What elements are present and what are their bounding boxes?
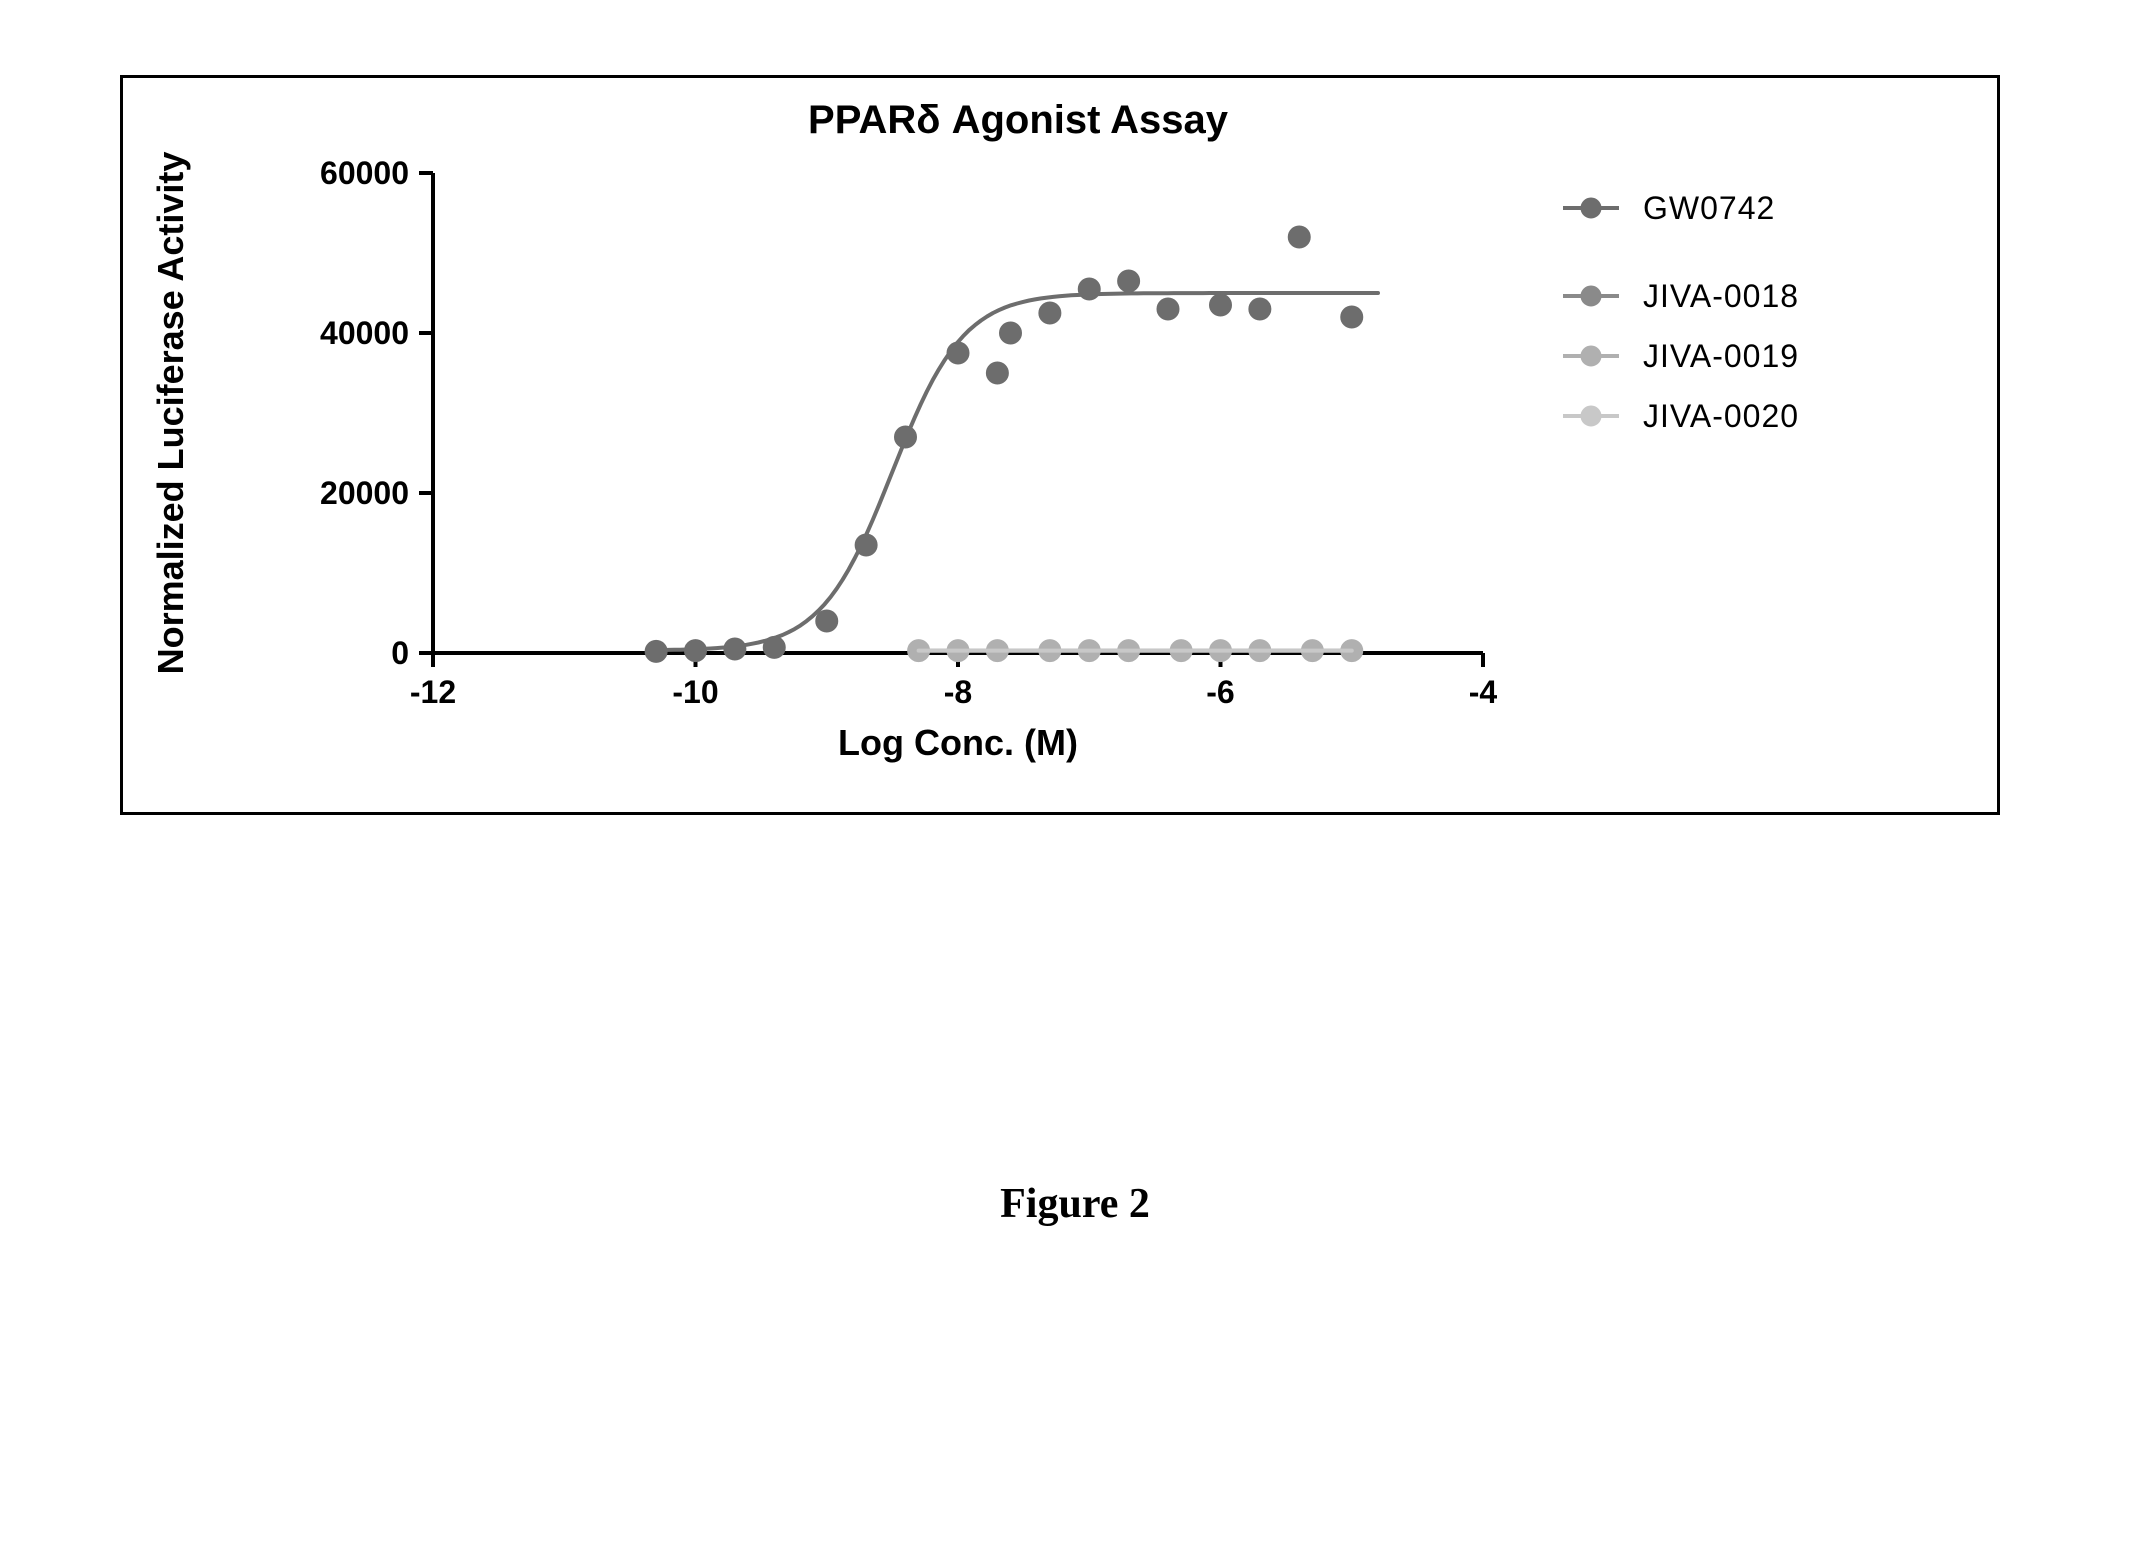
x-axis-label: Log Conc. (M)	[838, 722, 1078, 763]
chart-frame: PPARδ Agonist Assay 0 20000 40000 60000 -12 -1…	[120, 75, 2000, 815]
series-curve-GW0742	[656, 293, 1378, 650]
series-point-GW0742	[645, 640, 667, 662]
x-tick-label: -4	[1469, 674, 1498, 710]
page: PPARδ Agonist Assay 0 20000 40000 60000 -12 -1…	[0, 0, 2150, 1559]
series-point-GW0742	[895, 426, 917, 448]
legend-swatch-marker	[1581, 346, 1601, 366]
legend-label: JIVA-0019	[1643, 338, 1799, 374]
figure-caption: Figure 2	[0, 1180, 2150, 1228]
series-point-GW0742	[1078, 278, 1100, 300]
legend-swatch-marker	[1581, 198, 1601, 218]
series-point-GW0742	[1210, 294, 1232, 316]
legend-label: JIVA-0018	[1643, 278, 1799, 314]
series-point-GW0742	[986, 362, 1008, 384]
chart-svg: PPARδ Agonist Assay 0 20000 40000 60000 -12 -1…	[123, 78, 1997, 812]
series-point-GW0742	[1341, 306, 1363, 328]
series-point-GW0742	[816, 610, 838, 632]
x-tick-label: -12	[410, 674, 456, 710]
y-tick-label: 20000	[320, 475, 409, 511]
x-tick-label: -8	[944, 674, 972, 710]
y-tick-label: 40000	[320, 315, 409, 351]
series-point-GW0742	[763, 636, 785, 658]
legend-label: GW0742	[1643, 190, 1775, 226]
series-point-GW0742	[1288, 226, 1310, 248]
series-point-GW0742	[855, 534, 877, 556]
legend-label: JIVA-0020	[1643, 398, 1799, 434]
y-tick-label: 0	[391, 635, 409, 671]
series-point-GW0742	[685, 640, 707, 662]
series-point-GW0742	[724, 638, 746, 660]
x-tick-label: -10	[672, 674, 718, 710]
series-point-GW0742	[1039, 302, 1061, 324]
legend-swatch-marker	[1581, 406, 1601, 426]
series-point-GW0742	[1157, 298, 1179, 320]
series-point-GW0742	[1249, 298, 1271, 320]
y-axis-label: Normalized Luciferase Activity	[150, 152, 191, 675]
y-tick-label: 60000	[320, 155, 409, 191]
series-point-GW0742	[947, 342, 969, 364]
chart-title: PPARδ Agonist Assay	[808, 98, 1229, 142]
series-point-GW0742	[1000, 322, 1022, 344]
series-point-GW0742	[1118, 270, 1140, 292]
legend-swatch-marker	[1581, 286, 1601, 306]
x-tick-label: -6	[1206, 674, 1234, 710]
